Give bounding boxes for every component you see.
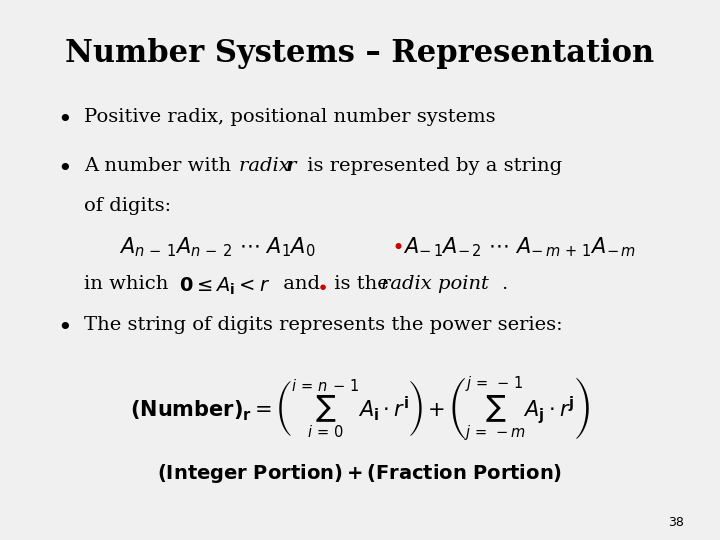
- Text: 38: 38: [668, 516, 684, 529]
- Text: r: r: [287, 157, 297, 174]
- Text: •: •: [57, 157, 72, 180]
- Text: Number Systems – Representation: Number Systems – Representation: [66, 38, 654, 69]
- Text: Positive radix, positional number systems: Positive radix, positional number system…: [84, 108, 496, 126]
- Text: is represented by a string: is represented by a string: [302, 157, 562, 174]
- Text: radix point: radix point: [381, 275, 489, 293]
- Text: $\bullet$: $\bullet$: [391, 236, 402, 256]
- Text: of digits:: of digits:: [84, 197, 171, 215]
- Text: $\mathit{A}_{n\,-\,1}\mathit{A}_{n\,-\,2}\ \cdots\ \mathit{A}_{1}\mathit{A}_{0}$: $\mathit{A}_{n\,-\,1}\mathit{A}_{n\,-\,2…: [119, 235, 315, 259]
- Text: •: •: [57, 316, 72, 340]
- Text: in which: in which: [84, 275, 175, 293]
- Text: $\mathit{A}_{-\,1}\mathit{A}_{-\,2}\ \cdots\ \mathit{A}_{-\,m\,+\,1}\mathit{A}_{: $\mathit{A}_{-\,1}\mathit{A}_{-\,2}\ \cd…: [402, 235, 636, 259]
- Text: and: and: [277, 275, 327, 293]
- Text: $\mathbf{(Number)_r} = \left(\sum_{i\,=\,0}^{i\,=\,n\,-\,1}\mathit{A}_{\mathbf{i: $\mathbf{(Number)_r} = \left(\sum_{i\,=\…: [130, 375, 590, 444]
- Text: The string of digits represents the power series:: The string of digits represents the powe…: [84, 316, 563, 334]
- Text: is the: is the: [328, 275, 395, 293]
- Text: A number with: A number with: [84, 157, 238, 174]
- Text: $\bullet$: $\bullet$: [316, 276, 327, 295]
- Text: $\mathbf{0} \leq \mathit{A}_{\mathbf{i}} < \mathit{r}$: $\mathbf{0} \leq \mathit{A}_{\mathbf{i}}…: [179, 275, 270, 296]
- Text: .: .: [501, 275, 508, 293]
- Text: $\mathbf{(Integer\ Portion) + (Fraction\ Portion)}$: $\mathbf{(Integer\ Portion) + (Fraction\…: [158, 462, 562, 485]
- Text: radix: radix: [240, 157, 297, 174]
- Text: •: •: [57, 108, 72, 132]
